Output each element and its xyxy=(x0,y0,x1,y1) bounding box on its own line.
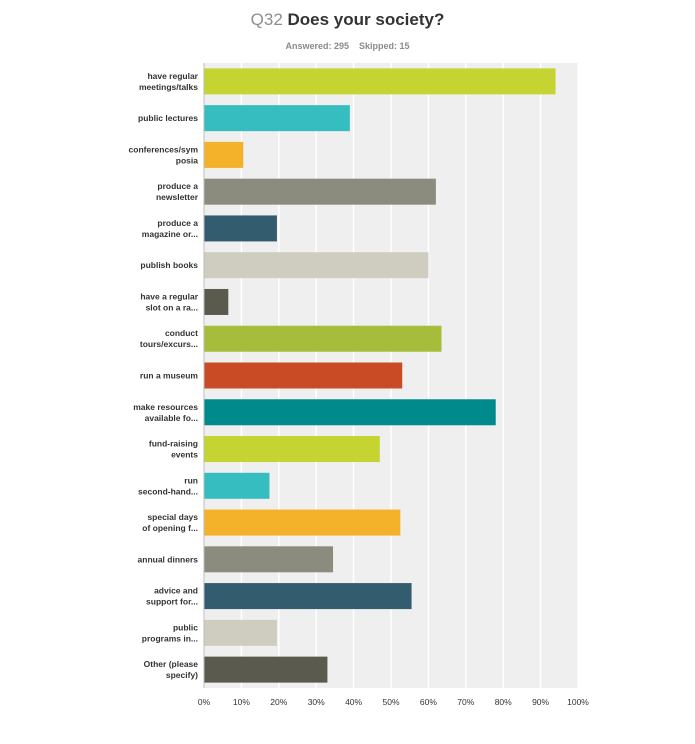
bar xyxy=(204,546,334,573)
response-stats: Answered: 295 Skipped: 15 xyxy=(0,41,695,51)
category-label: Other (please specify) xyxy=(144,659,199,680)
x-tick-label: 20% xyxy=(270,697,287,707)
x-tick-label: 70% xyxy=(457,697,474,707)
category-label: advice and support for... xyxy=(146,586,198,607)
skipped-count: Skipped: 15 xyxy=(359,41,410,51)
category-label: annual dinners xyxy=(138,554,199,564)
category-label: fund-raising events xyxy=(149,439,198,460)
bar xyxy=(204,436,380,463)
bar xyxy=(204,583,412,610)
bar xyxy=(204,509,401,536)
bar xyxy=(204,252,429,279)
category-label: publish books xyxy=(140,260,198,270)
bar xyxy=(204,656,328,683)
category-label: produce a newsletter xyxy=(156,181,199,202)
category-label: public programs in... xyxy=(142,622,198,643)
bar xyxy=(204,619,277,646)
x-tick-label: 100% xyxy=(567,697,589,707)
bar xyxy=(204,399,496,426)
x-tick-label: 60% xyxy=(420,697,437,707)
bar xyxy=(204,105,350,132)
category-label: public lectures xyxy=(138,113,198,123)
answered-count: Answered: 295 xyxy=(285,41,349,51)
question-number: Q32 xyxy=(250,10,283,29)
bar xyxy=(204,215,277,242)
x-tick-label: 90% xyxy=(532,697,549,707)
x-tick-label: 10% xyxy=(233,697,250,707)
x-tick-label: 0% xyxy=(198,697,211,707)
category-label: have regular meetings/talks xyxy=(139,71,199,92)
category-label: conduct tours/excurs... xyxy=(140,328,198,349)
question-text: Does your society? xyxy=(287,10,445,29)
category-label: make resources available fo... xyxy=(133,402,198,423)
bar xyxy=(204,325,442,352)
category-label: run second-hand... xyxy=(138,475,198,496)
chart-title: Q32 Does your society? xyxy=(0,10,695,30)
bar xyxy=(204,472,270,499)
bar xyxy=(204,288,229,315)
category-label: run a museum xyxy=(140,371,199,381)
category-label: special days of opening f... xyxy=(142,512,198,533)
bar xyxy=(204,362,403,389)
x-tick-label: 30% xyxy=(308,697,325,707)
x-tick-label: 50% xyxy=(382,697,399,707)
bar xyxy=(204,178,436,205)
bar xyxy=(204,68,556,95)
category-label: conferences/sym posia xyxy=(129,144,199,165)
x-tick-label: 80% xyxy=(495,697,512,707)
category-label: have a regular slot on a ra... xyxy=(140,291,198,312)
bar xyxy=(204,141,244,168)
category-label: produce a magazine or... xyxy=(142,218,198,239)
x-tick-label: 40% xyxy=(345,697,362,707)
